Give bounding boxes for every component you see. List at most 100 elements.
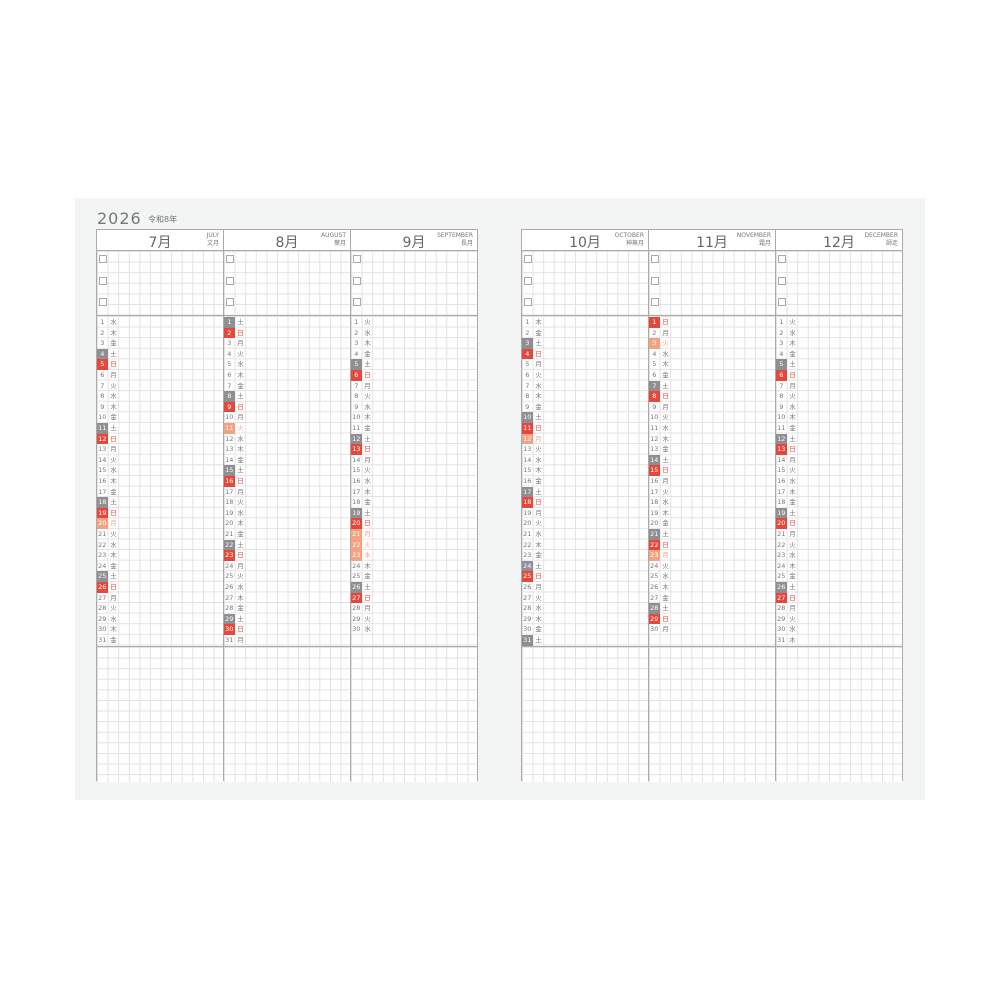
checkbox[interactable] [651,298,659,306]
day-row[interactable]: 25 水 [649,571,775,582]
day-row[interactable]: 10 土 [522,412,648,423]
checkbox[interactable] [778,255,786,263]
day-row[interactable]: 12 水 [224,434,350,445]
day-row[interactable]: 20 金 [649,518,775,529]
day-row[interactable]: 13 金 [649,444,775,455]
day-row[interactable]: 30 水 [351,624,477,635]
day-row[interactable]: 13 日 [351,444,477,455]
day-row[interactable]: 14 土 [649,454,775,466]
checkbox[interactable] [778,277,786,285]
day-row[interactable]: 20 日 [351,518,477,529]
day-row[interactable]: 15 土 [224,465,350,476]
day-row[interactable]: 12 土 [351,433,477,445]
day-row[interactable]: 20 木 [224,518,350,529]
day-row[interactable]: 19 日 [97,507,223,519]
day-row[interactable]: 19 月 [522,508,648,519]
day-row[interactable]: 18 土 [97,497,223,508]
checkbox[interactable] [99,255,107,263]
day-row[interactable]: 21 月 [351,529,477,540]
day-row[interactable]: 17 木 [351,487,477,498]
day-row[interactable]: 13 月 [97,444,223,455]
day-row[interactable]: 22 木 [522,540,648,551]
day-row[interactable]: 15 木 [522,465,648,476]
day-row[interactable]: 27 日 [351,592,477,604]
notes-area[interactable] [224,647,350,782]
checkbox[interactable] [353,298,361,306]
day-row[interactable]: 12 月 [522,433,648,445]
day-row[interactable]: 30 水 [776,624,902,635]
day-row[interactable]: 27 火 [522,593,648,604]
day-row[interactable]: 20 月 [97,518,223,529]
day-row[interactable]: 18 金 [776,497,902,508]
day-row[interactable]: 14 月 [351,455,477,466]
day-row[interactable]: 26 土 [351,582,477,593]
day-row[interactable]: 24 火 [649,561,775,572]
day-row[interactable]: 21 土 [649,529,775,540]
day-row[interactable]: 16 月 [649,476,775,487]
day-row[interactable]: 16 金 [522,476,648,487]
day-row[interactable]: 26 日 [97,582,223,593]
day-row[interactable]: 28 水 [522,603,648,614]
day-row[interactable]: 29 土 [224,613,350,625]
day-row[interactable]: 19 木 [649,508,775,519]
day-row[interactable]: 15 日 [649,465,775,476]
day-row[interactable]: 17 木 [776,487,902,498]
day-row[interactable]: 21 水 [522,529,648,540]
day-row[interactable]: 23 水 [351,550,477,561]
day-row[interactable]: 31 月 [224,635,350,646]
checkbox[interactable] [524,298,532,306]
day-row[interactable]: 23 月 [649,550,775,561]
day-row[interactable]: 11 金 [776,423,902,434]
day-row[interactable]: 27 金 [649,593,775,604]
day-row[interactable]: 26 木 [649,582,775,593]
day-row[interactable]: 13 木 [224,444,350,455]
day-row[interactable]: 16 日 [224,476,350,487]
day-row[interactable]: 17 火 [649,487,775,498]
day-row[interactable]: 17 金 [97,487,223,498]
day-row[interactable]: 27 日 [776,592,902,604]
day-row[interactable]: 11 土 [97,423,223,434]
day-row[interactable]: 20 日 [776,518,902,529]
day-row[interactable]: 11 水 [649,423,775,434]
day-row[interactable]: 22 火 [351,539,477,551]
day-row[interactable]: 30 金 [522,624,648,635]
day-row[interactable]: 24 土 [522,560,648,572]
day-row[interactable]: 13 日 [776,444,902,455]
day-row[interactable]: 12 土 [776,433,902,445]
day-row[interactable]: 10 木 [351,412,477,423]
checkbox[interactable] [524,255,532,263]
day-row[interactable]: 15 火 [776,465,902,476]
day-row[interactable]: 26 水 [224,582,350,593]
checkbox[interactable] [226,277,234,285]
